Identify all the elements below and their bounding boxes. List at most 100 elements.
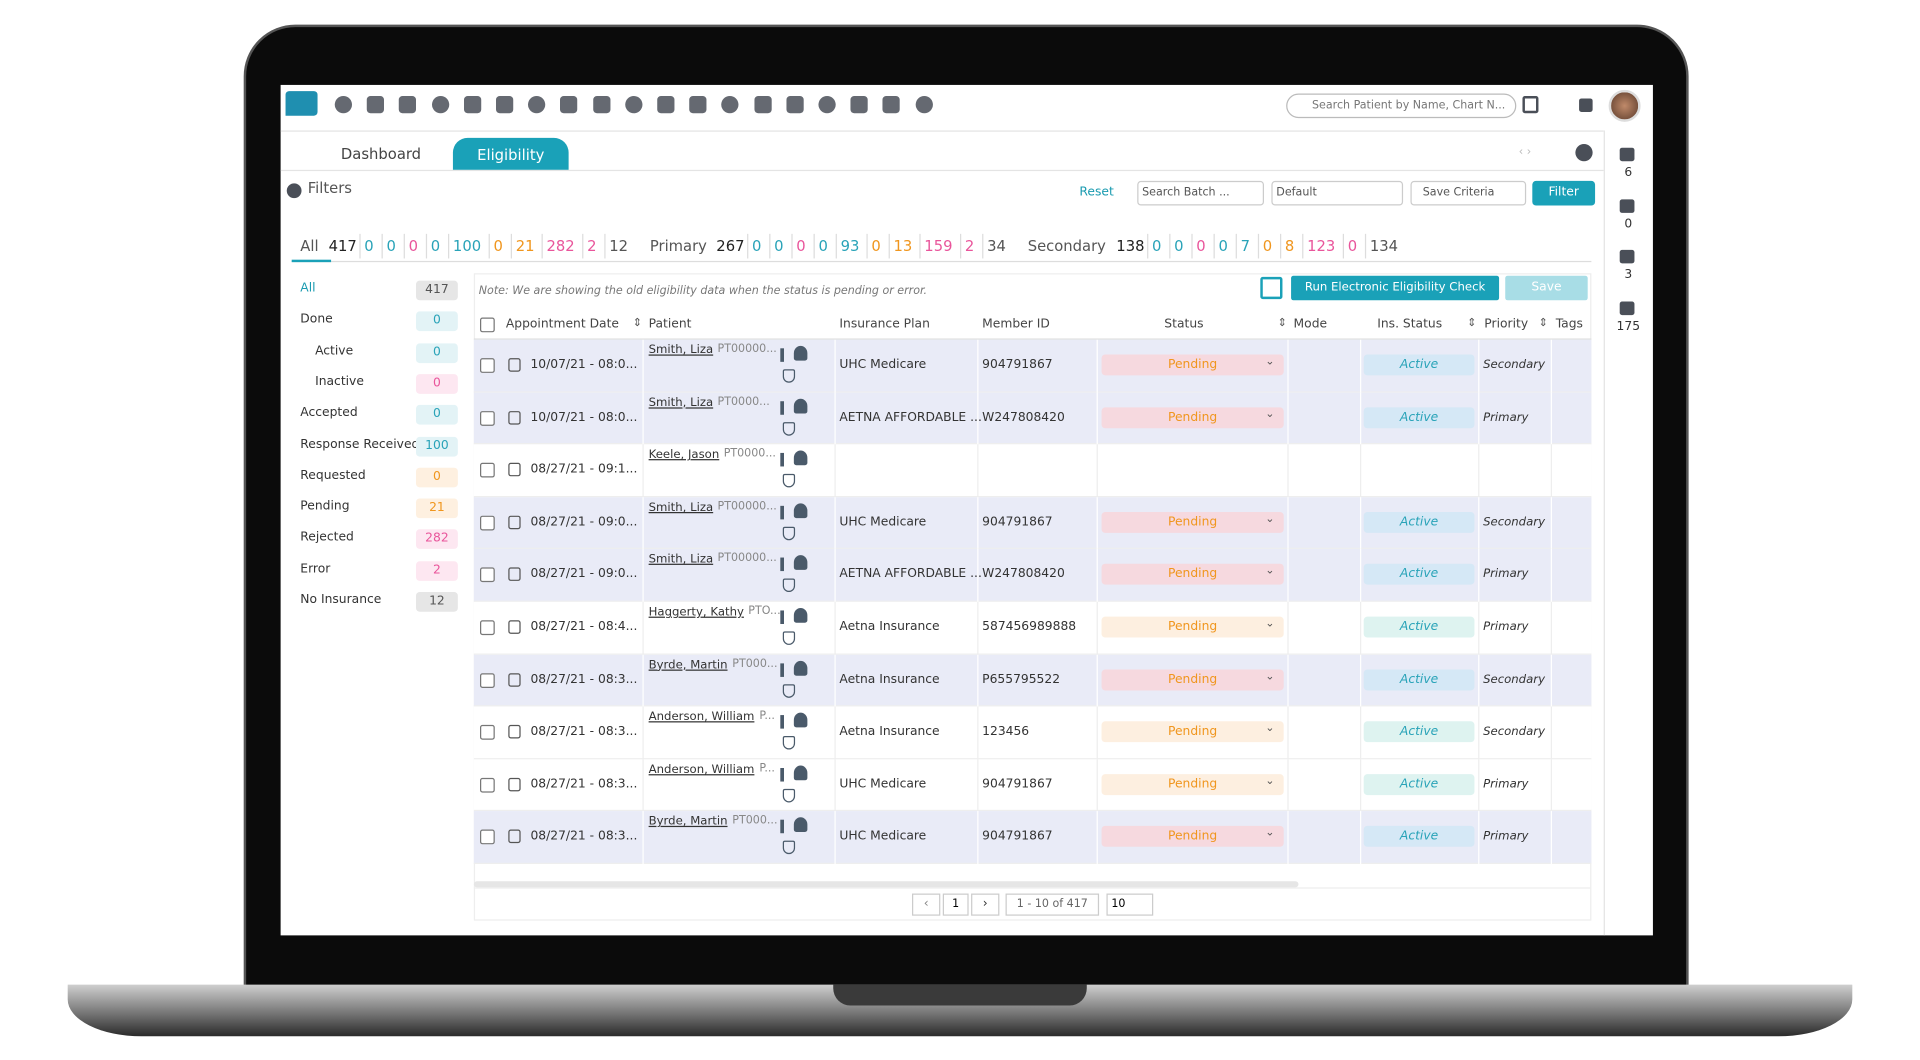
sidebar-link[interactable]: Accepted [300,406,358,420]
status-select[interactable]: Pending [1101,721,1284,743]
select-caret[interactable]: ⌄ [1265,408,1275,421]
calendar-icon[interactable] [508,777,521,792]
nav-icon[interactable] [721,96,739,114]
row-checkbox[interactable] [480,620,495,636]
save-criteria-button[interactable]: Save Criteria [1410,180,1527,206]
sidebar-link[interactable]: All [300,281,316,296]
patient-icon[interactable] [793,817,808,833]
patient-icon[interactable] [793,450,808,466]
shield-icon[interactable] [782,526,796,541]
sort-icon[interactable]: ⇕ [1467,317,1477,330]
rail-icon[interactable] [1619,198,1635,213]
info-icon[interactable] [780,453,785,467]
tab[interactable]: Eligibility [452,137,569,170]
select-caret[interactable]: ⌄ [1265,565,1275,578]
calendar-icon[interactable] [508,515,521,529]
status-select[interactable]: Pending [1101,511,1284,533]
nav-icon[interactable] [786,96,804,114]
patient-link[interactable]: Smith, Liza [648,553,714,567]
calendar-icon[interactable] [508,672,521,687]
patient-icon[interactable] [793,712,808,728]
info-icon[interactable] [780,662,785,677]
info-icon[interactable] [780,558,785,572]
shield-icon[interactable] [782,788,796,803]
nav-icon[interactable] [528,96,546,114]
nav-icon[interactable] [753,96,772,114]
select-caret[interactable]: ⌄ [1265,775,1275,788]
nav-icon[interactable] [592,96,610,114]
shield-icon[interactable] [782,841,796,855]
filter-button[interactable]: Filter [1532,180,1596,206]
sort-icon[interactable]: ⇕ [632,317,642,330]
sort-icon[interactable]: ⇕ [1277,317,1287,330]
status-select[interactable]: Pending [1101,616,1284,638]
row-checkbox[interactable] [480,830,495,845]
row-checkbox[interactable] [480,777,495,793]
patient-link[interactable]: Byrde, Martin [648,657,728,672]
select-caret[interactable]: ⌄ [1265,355,1275,369]
shield-icon[interactable] [782,631,796,645]
sidebar-link[interactable]: Inactive [315,375,364,389]
status-select[interactable]: Pending [1101,406,1284,428]
info-icon[interactable] [780,610,785,625]
rail-icon[interactable] [1619,147,1635,162]
calendar-icon[interactable] [508,830,521,844]
row-checkbox[interactable] [480,515,495,531]
shield-icon[interactable] [782,683,796,698]
search-input[interactable]: Search Patient by Name, Chart N... [1286,93,1517,119]
patient-icon[interactable] [793,608,808,623]
nav-icon[interactable] [850,96,868,114]
status-select[interactable]: Pending [1101,669,1284,690]
view-select[interactable]: Default [1271,180,1404,206]
row-checkbox[interactable] [480,672,495,688]
status-select[interactable]: Pending [1101,564,1284,586]
patient-link[interactable]: Anderson, William [648,710,755,724]
info-icon[interactable] [780,348,785,362]
patient-icon[interactable] [793,660,808,676]
sidebar-link[interactable]: No Insurance [300,593,382,607]
row-checkbox[interactable] [480,725,495,740]
patient-icon[interactable] [793,503,808,518]
sidebar-link[interactable]: Rejected [300,530,354,545]
sidebar-link[interactable]: Active [315,344,354,358]
select-caret[interactable]: ⌄ [1265,827,1275,840]
sidebar-link[interactable]: Response Received [300,437,420,452]
status-select[interactable]: Pending [1101,773,1284,795]
lock-icon[interactable] [1579,98,1593,113]
patient-icon[interactable] [793,555,808,571]
nav-arrows-icon[interactable]: ‹ › [1518,146,1532,159]
row-checkbox[interactable] [480,463,495,478]
rail-icon[interactable] [1619,300,1635,315]
logo-icon[interactable] [285,91,318,116]
tab[interactable]: Dashboard [340,145,422,163]
select-caret[interactable]: ⌄ [1265,512,1275,526]
nav-icon[interactable] [818,96,836,114]
nav-icon[interactable] [657,96,675,114]
nav-icon[interactable] [496,96,514,114]
calendar-icon[interactable] [508,620,521,634]
info-icon[interactable] [780,505,785,520]
select-caret[interactable]: ⌄ [1265,722,1275,736]
sidebar-link[interactable]: Pending [300,499,350,514]
calendar-icon[interactable] [508,725,521,739]
sidebar-link[interactable]: Requested [300,468,366,483]
save-button[interactable]: Save [1505,275,1588,301]
select-caret[interactable]: ⌄ [1265,617,1275,631]
nav-icon[interactable] [915,96,933,114]
shield-icon[interactable] [782,578,796,593]
rail-icon[interactable] [1619,249,1635,264]
status-select[interactable]: Pending [1101,826,1284,848]
calendar-icon[interactable] [1522,96,1539,114]
filter-toggle-icon[interactable] [286,183,302,199]
shield-icon[interactable] [782,369,796,383]
sort-icon[interactable]: ⇕ [1538,317,1548,330]
calendar-icon[interactable] [508,358,521,372]
row-checkbox[interactable] [480,567,495,583]
patient-icon[interactable] [793,398,808,414]
patient-link[interactable]: Smith, Liza [648,500,714,515]
reset-link[interactable]: Reset [1079,185,1114,200]
page-input[interactable]: 1 [942,893,969,916]
table-row[interactable] [473,444,1592,497]
patient-link[interactable]: Smith, Liza [648,395,714,410]
info-icon[interactable] [1575,144,1593,162]
